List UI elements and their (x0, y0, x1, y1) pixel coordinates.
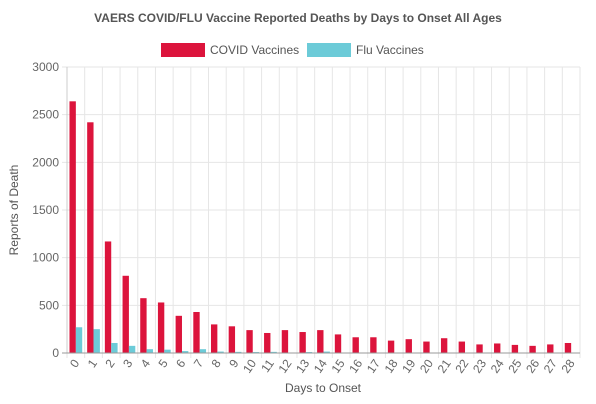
bar-covid-day-8 (210, 324, 218, 353)
x-tick-label: 21 (435, 356, 454, 375)
x-tick-label: 4 (138, 356, 153, 370)
x-tick-label: 17 (364, 356, 383, 375)
x-tick-label: 20 (417, 356, 436, 375)
bar-flu-day-14 (323, 351, 330, 353)
x-tick-label: 3 (120, 356, 135, 370)
x-tick-label: 7 (191, 356, 206, 370)
x-tick-label: 23 (470, 356, 489, 375)
gridlines (62, 66, 581, 358)
x-tick-label: 10 (240, 356, 259, 375)
bar-flu-day-11 (270, 351, 277, 353)
x-tick-labels: 0 1 2 3 4 5 6 7 8 910 1112131415161718192021222324… (67, 356, 578, 375)
legend-label-covid: COVID Vaccines (210, 43, 299, 57)
bar-covid-day-12 (281, 330, 289, 353)
y-tick-label: 3000 (32, 60, 59, 74)
y-tick-labels: 0 500 1000 1500 2000 2500 3000 (32, 60, 59, 360)
x-tick-label: 8 (209, 356, 224, 370)
bar-flu-day-2 (111, 342, 118, 353)
y-tick-label: 1000 (32, 251, 59, 265)
legend-label-flu: Flu Vaccines (356, 43, 424, 57)
x-tick-label: 5 (155, 356, 170, 370)
bar-covid-day-21 (440, 338, 448, 353)
bar-covid-day-6 (175, 315, 182, 353)
bar-flu-day-0 (75, 327, 83, 353)
bar-flu-day-3 (128, 345, 136, 353)
legend: COVID Vaccines Flu Vaccines (161, 43, 424, 57)
bar-covid-day-9 (228, 326, 236, 353)
bar-covid-day-25 (511, 344, 519, 353)
bar-covid-day-23 (476, 344, 483, 353)
x-axis-title: Days to Onset (285, 381, 362, 395)
bar-covid-day-11 (264, 332, 271, 353)
x-tick-label: 18 (382, 356, 401, 375)
bar-covid-day-1 (87, 122, 94, 353)
bar-covid-day-5 (157, 302, 165, 353)
bar-flu-day-7 (199, 349, 207, 353)
y-tick-label: 500 (39, 298, 59, 312)
bar-flu-day-1 (93, 329, 100, 353)
bar-flu-day-5 (164, 349, 171, 353)
x-tick-label: 24 (488, 356, 507, 375)
bar-covid-day-22 (458, 341, 466, 353)
bar-covid-day-28 (564, 342, 572, 353)
bar-covid-day-24 (494, 343, 501, 353)
bar-covid-day-27 (547, 344, 554, 353)
x-tick-label: 27 (541, 356, 560, 375)
x-tick-label: 12 (275, 356, 294, 375)
legend-swatch-flu (307, 43, 351, 57)
y-tick-label: 1500 (32, 203, 59, 217)
bar-covid-day-3 (122, 275, 129, 353)
bar-covid-day-13 (299, 332, 306, 353)
x-tick-label: 11 (258, 356, 277, 375)
x-tick-label: 14 (311, 356, 330, 375)
chart-title: VAERS COVID/FLU Vaccine Reported Deaths … (94, 11, 502, 25)
x-tick-label: 2 (102, 356, 117, 370)
y-axis-title: Reports of Death (7, 165, 21, 256)
bar-covid-day-7 (193, 312, 200, 353)
x-tick-label: 26 (523, 356, 542, 375)
bar-covid-day-4 (140, 298, 147, 353)
x-tick-label: 16 (346, 356, 365, 375)
bars (69, 101, 578, 353)
bar-covid-day-15 (334, 334, 342, 353)
bar-covid-day-17 (370, 337, 377, 353)
bar-covid-day-2 (104, 241, 112, 353)
bar-covid-day-20 (423, 341, 430, 353)
y-tick-label: 0 (52, 346, 59, 360)
bar-covid-day-16 (352, 337, 359, 353)
bar-flu-day-6 (181, 351, 189, 353)
bar-covid-day-18 (387, 340, 395, 353)
x-tick-label: 13 (293, 356, 312, 375)
bar-covid-day-0 (69, 101, 76, 353)
bar-flu-day-4 (146, 349, 153, 353)
bar-covid-day-14 (317, 330, 324, 353)
bar-flu-day-9 (235, 351, 242, 353)
x-tick-label: 6 (173, 356, 188, 370)
bar-covid-day-10 (246, 330, 253, 353)
x-tick-label: 0 (67, 356, 82, 370)
x-tick-label: 19 (399, 356, 418, 375)
x-tick-label: 15 (329, 356, 348, 375)
bar-covid-day-26 (529, 345, 536, 353)
x-tick-label: 25 (505, 356, 524, 375)
legend-swatch-covid (161, 43, 205, 57)
bar-flu-day-8 (217, 351, 224, 353)
y-tick-label: 2500 (32, 108, 59, 122)
x-tick-label: 1 (85, 356, 100, 370)
x-tick-label: 22 (452, 356, 471, 375)
x-tick-label: 28 (558, 356, 577, 375)
y-tick-label: 2000 (32, 155, 59, 169)
bar-covid-day-19 (405, 339, 412, 353)
axes (62, 67, 580, 354)
